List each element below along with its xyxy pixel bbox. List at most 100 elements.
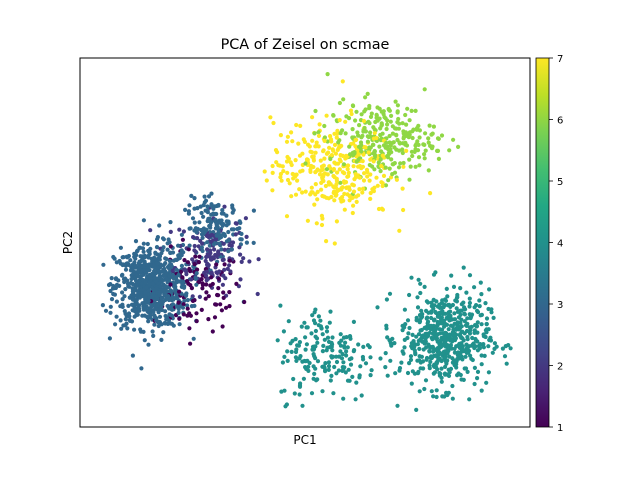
- scatter-point: [418, 281, 423, 286]
- scatter-point: [176, 306, 181, 312]
- scatter-point: [239, 231, 244, 236]
- scatter-point: [303, 359, 308, 364]
- scatter-point: [331, 167, 336, 172]
- scatter-point: [369, 368, 374, 373]
- scatter-point: [208, 220, 214, 225]
- scatter-point: [219, 218, 224, 223]
- scatter-point: [311, 376, 316, 381]
- scatter-point: [182, 298, 187, 303]
- scatter-point: [195, 236, 200, 241]
- scatter-point: [120, 290, 125, 295]
- scatter-point: [429, 146, 435, 151]
- scatter-point: [319, 222, 325, 228]
- scatter-point: [403, 112, 408, 118]
- scatter-point: [320, 389, 325, 394]
- scatter-point: [197, 294, 202, 299]
- scatter-point: [318, 318, 323, 323]
- scatter-point: [284, 214, 290, 219]
- scatter-point: [157, 314, 163, 319]
- colorbar-tick-label: 6: [557, 116, 563, 127]
- scatter-point: [418, 290, 423, 296]
- scatter-point: [374, 135, 379, 141]
- scatter-point: [389, 113, 394, 118]
- scatter-point: [297, 384, 303, 389]
- scatter-point: [181, 302, 186, 307]
- scatter-point: [469, 356, 474, 361]
- scatter-point: [378, 138, 383, 143]
- scatter-point: [320, 332, 325, 337]
- scatter-point: [204, 282, 209, 287]
- scatter-point: [197, 279, 202, 284]
- scatter-point: [458, 350, 463, 355]
- scatter-point: [197, 254, 202, 259]
- scatter-point: [387, 133, 392, 139]
- scatter-point: [180, 305, 186, 310]
- scatter-point: [402, 325, 407, 330]
- scatter-point: [299, 324, 304, 329]
- scatter-point: [401, 160, 406, 166]
- scatter-point: [234, 221, 239, 226]
- scatter-point: [367, 106, 372, 111]
- scatter-point: [378, 157, 383, 162]
- scatter-point: [475, 369, 481, 374]
- scatter-point: [313, 108, 318, 114]
- scatter-point: [119, 326, 124, 331]
- scatter-point: [405, 318, 411, 323]
- scatter-point: [416, 155, 422, 160]
- scatter-point: [415, 295, 420, 300]
- scatter-point: [406, 331, 411, 336]
- scatter-point: [383, 183, 389, 188]
- scatter-point: [397, 140, 402, 145]
- scatter-point: [140, 277, 145, 283]
- scatter-point: [472, 285, 477, 290]
- scatter-point: [226, 249, 231, 254]
- scatter-point: [368, 114, 374, 119]
- scatter-point: [410, 332, 415, 337]
- scatter-point: [334, 178, 339, 183]
- scatter-point: [467, 304, 472, 309]
- scatter-point: [392, 170, 398, 175]
- scatter-point: [309, 185, 314, 190]
- scatter-point: [156, 281, 161, 286]
- scatter-point: [436, 321, 441, 326]
- scatter-point: [385, 118, 390, 123]
- plot-area-frame: [79, 57, 531, 428]
- scatter-point: [171, 297, 176, 302]
- scatter-point: [324, 329, 330, 334]
- scatter-point: [349, 111, 354, 117]
- scatter-point: [451, 284, 457, 289]
- scatter-point: [192, 220, 197, 225]
- scatter-point: [206, 194, 212, 199]
- scatter-point: [379, 163, 384, 169]
- scatter-point: [377, 116, 382, 121]
- scatter-point: [430, 337, 435, 342]
- scatter-point: [344, 349, 349, 354]
- scatter-point: [404, 148, 409, 153]
- scatter-point: [286, 156, 291, 161]
- scatter-point: [312, 371, 317, 376]
- scatter-point: [465, 316, 470, 321]
- scatter-point: [434, 388, 439, 393]
- scatter-point: [435, 136, 441, 141]
- scatter-point: [229, 227, 234, 232]
- scatter-point: [447, 370, 452, 375]
- scatter-point: [343, 119, 348, 124]
- scatter-point: [293, 158, 298, 163]
- scatter-point: [220, 324, 225, 329]
- scatter-point: [173, 257, 178, 262]
- scatter-point: [347, 198, 352, 203]
- scatter-point: [402, 307, 407, 312]
- scatter-point: [168, 229, 173, 234]
- scatter-point: [467, 273, 473, 278]
- scatter-point: [251, 208, 256, 213]
- scatter-point: [455, 295, 460, 300]
- scatter-point: [446, 310, 451, 315]
- scatter-point: [310, 138, 315, 143]
- scatter-point: [396, 126, 401, 131]
- scatter-point: [419, 354, 424, 359]
- scatter-point: [417, 389, 422, 394]
- scatter-point: [280, 360, 285, 365]
- scatter-point: [106, 282, 112, 288]
- chart-title: PCA of Zeisel on scmae: [221, 37, 390, 53]
- scatter-point: [392, 161, 397, 166]
